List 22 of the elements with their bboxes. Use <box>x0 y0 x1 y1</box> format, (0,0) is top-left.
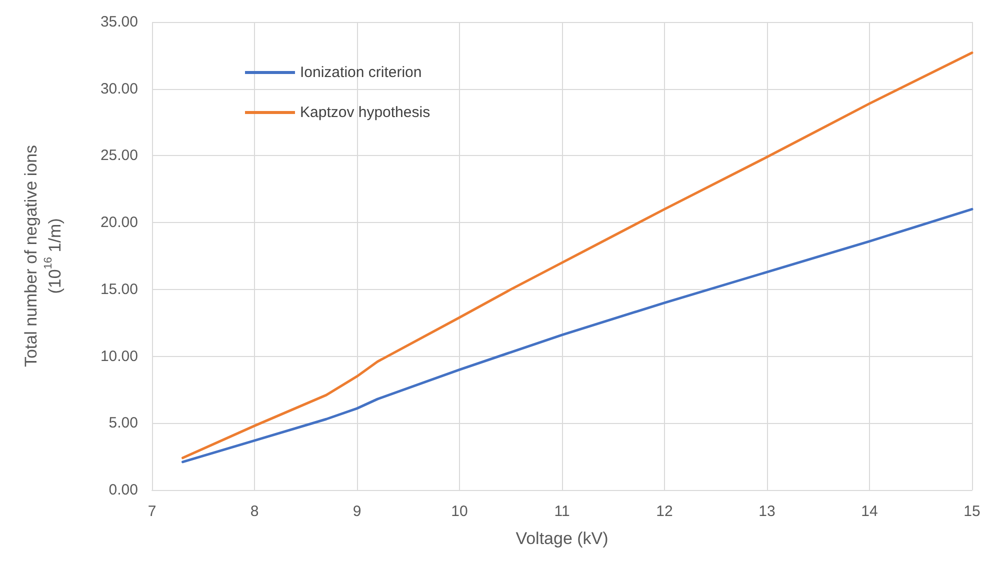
x-tick-label: 10 <box>451 503 468 520</box>
y-tick-label: 20.00 <box>100 214 138 232</box>
x-tick-label: 15 <box>964 503 980 520</box>
y-tick-label: 10.00 <box>100 348 138 365</box>
x-tick-label: 13 <box>758 503 776 520</box>
line-series <box>182 52 974 460</box>
x-tick-label: 14 <box>861 503 878 520</box>
x-tick-label: 9 <box>352 503 362 520</box>
y-tick-label: 30.00 <box>100 80 138 98</box>
y-tick-label: 5.00 <box>108 414 138 432</box>
y-tick-label: 0.00 <box>108 482 138 498</box>
y-tick-label: 35.00 <box>100 14 138 30</box>
legend-label: Ionization criterion <box>300 64 422 81</box>
y-tick-label: 25.00 <box>100 147 138 164</box>
y-tick-label: 15.00 <box>100 280 138 298</box>
x-tick-label: 8 <box>250 503 259 520</box>
x-tick-label: 11 <box>554 503 570 520</box>
x-tick-label: 7 <box>148 503 156 520</box>
x-tick-label: 12 <box>656 503 673 520</box>
x-axis-title: Voltage (kV) <box>516 529 608 548</box>
legend-label: Kaptzov hypothesis <box>300 104 430 121</box>
line-series <box>182 208 974 464</box>
